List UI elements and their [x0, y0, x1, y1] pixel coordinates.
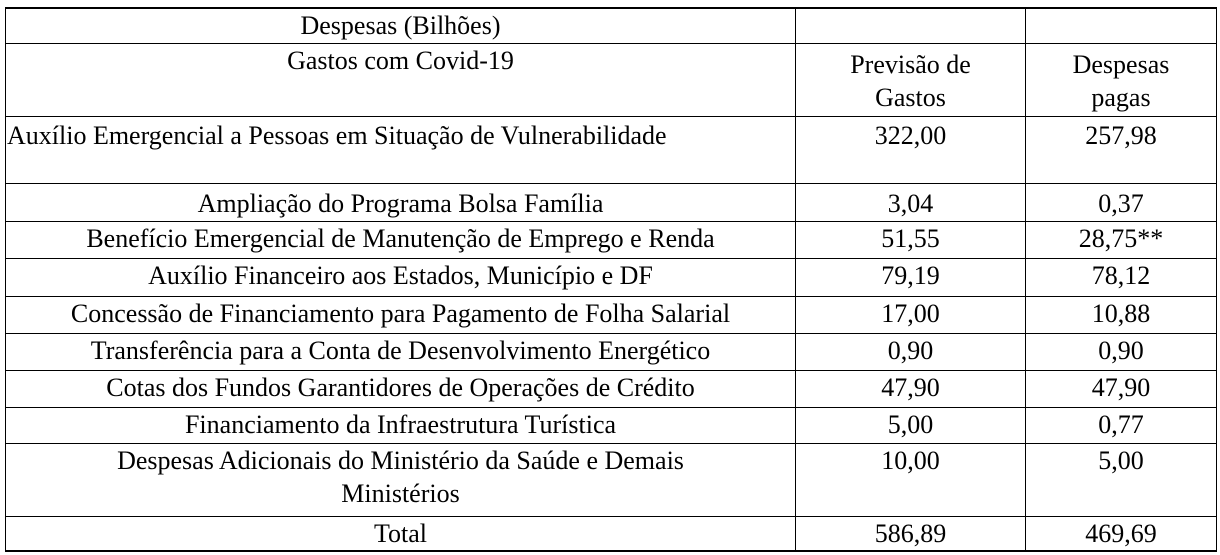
row-paid: 5,00	[1025, 442, 1217, 517]
row-label: Benefício Emergencial de Manutenção de E…	[5, 220, 796, 259]
table-row: Financiamento da Infraestrutura Turístic…	[5, 406, 1217, 444]
empty-cell	[1025, 7, 1217, 44]
row-forecast: 3,04	[795, 182, 1026, 222]
table-row: Ampliação do Programa Bolsa Família 3,04…	[5, 182, 1217, 222]
row-paid: 10,88	[1025, 295, 1217, 334]
row-label: Cotas dos Fundos Garantidores de Operaçõ…	[5, 369, 796, 408]
total-row: Total 586,89 469,69	[5, 515, 1217, 552]
empty-cell	[795, 7, 1026, 44]
row-label: Auxílio Financeiro aos Estados, Municípi…	[5, 257, 796, 297]
total-forecast: 586,89	[795, 515, 1026, 552]
row-label: Concessão de Financiamento para Pagament…	[5, 295, 796, 334]
total-paid: 469,69	[1025, 515, 1217, 552]
row-forecast: 5,00	[795, 406, 1026, 444]
table-row: Auxílio Financeiro aos Estados, Municípi…	[5, 257, 1217, 297]
row-forecast: 17,00	[795, 295, 1026, 334]
table-row: Despesas Adicionais do Ministério da Saú…	[5, 442, 1217, 517]
header-row: Gastos com Covid-19 Previsão de Gastos D…	[5, 42, 1217, 117]
table-row: Cotas dos Fundos Garantidores de Operaçõ…	[5, 369, 1217, 408]
row-forecast: 0,90	[795, 332, 1026, 371]
row-label: Ampliação do Programa Bolsa Família	[5, 182, 796, 222]
row-paid: 28,75**	[1025, 220, 1217, 259]
table-title: Despesas (Bilhões)	[5, 7, 796, 44]
total-label: Total	[5, 515, 796, 552]
table-row: Transferência para a Conta de Desenvolvi…	[5, 332, 1217, 371]
row-label: Auxílio Emergencial a Pessoas em Situaçã…	[5, 115, 796, 184]
row-paid: 47,90	[1025, 369, 1217, 408]
title-row: Despesas (Bilhões)	[5, 7, 1217, 44]
row-forecast: 51,55	[795, 220, 1026, 259]
row-forecast: 10,00	[795, 442, 1026, 517]
row-label: Transferência para a Conta de Desenvolvi…	[5, 332, 796, 371]
row-paid: 0,77	[1025, 406, 1217, 444]
row-paid: 0,37	[1025, 182, 1217, 222]
table-row: Auxílio Emergencial a Pessoas em Situaçã…	[5, 115, 1217, 184]
table-row: Benefício Emergencial de Manutenção de E…	[5, 220, 1217, 259]
header-paid: Despesas pagas	[1025, 42, 1217, 117]
row-forecast: 47,90	[795, 369, 1026, 408]
header-category: Gastos com Covid-19	[5, 42, 796, 117]
row-forecast: 322,00	[795, 115, 1026, 184]
row-label: Despesas Adicionais do Ministério da Saú…	[5, 442, 796, 517]
row-label: Financiamento da Infraestrutura Turístic…	[5, 406, 796, 444]
row-forecast: 79,19	[795, 257, 1026, 297]
row-paid: 0,90	[1025, 332, 1217, 371]
table-row: Concessão de Financiamento para Pagament…	[5, 295, 1217, 334]
row-paid: 78,12	[1025, 257, 1217, 297]
header-forecast: Previsão de Gastos	[795, 42, 1026, 117]
covid-expenses-table: Despesas (Bilhões) Gastos com Covid-19 P…	[5, 7, 1217, 552]
row-paid: 257,98	[1025, 115, 1217, 184]
